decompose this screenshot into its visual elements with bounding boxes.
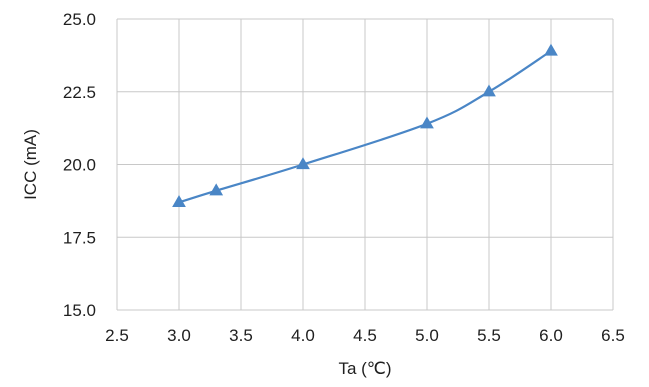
y-tick-label: 25.0 <box>63 10 96 29</box>
y-axis-title: ICC (mA) <box>21 129 40 200</box>
y-tick-label: 15.0 <box>63 301 96 320</box>
x-tick-label: 3.0 <box>167 326 191 345</box>
labels: Ta (℃) ICC (mA) <box>21 129 392 378</box>
x-tick-label: 4.0 <box>291 326 315 345</box>
x-tick-label: 5.5 <box>477 326 501 345</box>
series-layer <box>172 43 558 207</box>
y-tick-label: 20.0 <box>63 156 96 175</box>
y-tick-label: 17.5 <box>63 228 96 247</box>
data-point-marker <box>172 195 186 207</box>
x-axis-title: Ta (℃) <box>338 359 391 378</box>
x-tick-label: 6.0 <box>539 326 563 345</box>
x-tick-label: 5.0 <box>415 326 439 345</box>
data-point-marker <box>420 116 434 129</box>
data-point-marker <box>296 157 310 170</box>
axes: 2.5 3.0 3.5 4.0 4.5 5.0 5.5 6.0 6.5 15.0 17.5 20.0 2… <box>63 10 625 345</box>
y-tick-label: 22.5 <box>63 83 96 102</box>
x-tick-label: 3.5 <box>229 326 253 345</box>
x-tick-label: 2.5 <box>105 326 129 345</box>
data-point-marker <box>544 43 558 56</box>
grid <box>116 18 614 311</box>
data-point-marker <box>482 84 496 97</box>
x-tick-label: 6.5 <box>601 326 625 345</box>
x-tick-label: 4.5 <box>353 326 377 345</box>
data-point-marker <box>209 183 224 196</box>
